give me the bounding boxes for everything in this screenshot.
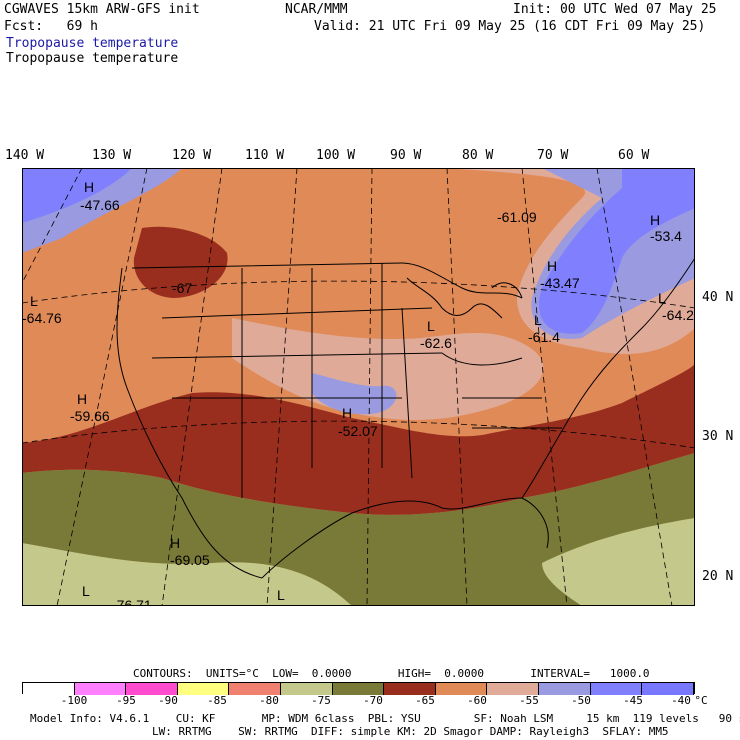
center-letter: H bbox=[342, 405, 352, 421]
center-value: -52.07 bbox=[338, 423, 378, 439]
lon-label: 130 W bbox=[92, 148, 132, 163]
tropopause-temperature-map: H -47.66 L -64.76 -67 H -59.66 H -52.07 … bbox=[22, 168, 695, 606]
lon-label: 100 W bbox=[316, 148, 356, 163]
center-value: -64.2 bbox=[662, 307, 694, 323]
lon-label: 110 W bbox=[245, 148, 285, 163]
shading-minus65 bbox=[133, 226, 228, 298]
lon-label: 60 W bbox=[618, 148, 650, 163]
center-value: -67 bbox=[172, 280, 192, 296]
graticule bbox=[22, 168, 695, 606]
shading-minus50 bbox=[312, 373, 397, 415]
field-name-primary: Tropopause temperature bbox=[6, 36, 179, 51]
center-value: -47.66 bbox=[80, 197, 120, 213]
colorbar-label: -85 bbox=[207, 694, 227, 707]
colorbar-swatch bbox=[23, 683, 75, 695]
shading-minus45 bbox=[22, 168, 132, 223]
colorbar-label: -95 bbox=[116, 694, 136, 707]
center-letter: H bbox=[547, 258, 557, 274]
shading-minus75 bbox=[542, 518, 695, 606]
contours-info: CONTOURS: UNITS=°C LOW= 0.0000 HIGH= 0.0… bbox=[133, 667, 650, 680]
center-letter: H bbox=[84, 179, 94, 195]
colorbar-swatch bbox=[126, 683, 178, 695]
center-value: -64.76 bbox=[22, 310, 62, 326]
center-value: -61.4 bbox=[528, 329, 560, 345]
init-time: Init: 00 UTC Wed 07 May 25 bbox=[513, 2, 717, 17]
colorbar-label: -50 bbox=[571, 694, 591, 707]
model-title: CGWAVES 15km ARW-GFS init bbox=[4, 2, 200, 17]
colorbar-label: -75 bbox=[311, 694, 331, 707]
center-value: -62.6 bbox=[420, 335, 452, 351]
center-letter: H bbox=[650, 212, 660, 228]
forecast-hour: Fcst: 69 h bbox=[4, 19, 98, 34]
lon-label: 90 W bbox=[390, 148, 422, 163]
colorbar-swatch bbox=[332, 683, 385, 695]
colorbar-swatch bbox=[487, 683, 540, 695]
center-value: -69.05 bbox=[170, 552, 210, 568]
colorbar-swatch bbox=[384, 683, 436, 695]
center-letter: L bbox=[658, 290, 666, 306]
center-letter: L bbox=[427, 318, 435, 334]
colorbar-label: -45 bbox=[623, 694, 643, 707]
map-frame bbox=[22, 168, 695, 606]
center-letter: L bbox=[534, 312, 542, 328]
center-value: -76.71 bbox=[112, 597, 152, 606]
lon-label: 70 W bbox=[537, 148, 569, 163]
colorbar-swatch bbox=[590, 683, 643, 695]
colorbar-swatch bbox=[435, 683, 488, 695]
center-letter: H bbox=[77, 391, 87, 407]
center-value: -53.4 bbox=[650, 228, 682, 244]
colorbar-label: -60 bbox=[467, 694, 487, 707]
colorbar bbox=[22, 682, 695, 695]
center-value: -61.09 bbox=[497, 209, 537, 225]
lon-label: 80 W bbox=[462, 148, 494, 163]
model-info-line1: Model Info: V4.6.1 CU: KF MP: WDM 6class… bbox=[30, 712, 740, 725]
colorbar-label: -40 bbox=[671, 694, 691, 707]
colorbar-swatch bbox=[642, 683, 694, 695]
colorbar-label: -65 bbox=[415, 694, 435, 707]
center-letter: H bbox=[170, 535, 180, 551]
colorbar-swatch bbox=[281, 683, 333, 695]
map-canvas: H -47.66 L -64.76 -67 H -59.66 H -52.07 … bbox=[22, 168, 695, 606]
valid-time: Valid: 21 UTC Fri 09 May 25 (16 CDT Fri … bbox=[314, 19, 706, 34]
colorbar-swatch bbox=[539, 683, 591, 695]
lon-label: 140 W bbox=[5, 148, 45, 163]
lat-label: 20 N bbox=[702, 569, 734, 584]
lon-label: 120 W bbox=[172, 148, 212, 163]
colorbar-label: -80 bbox=[259, 694, 279, 707]
org-label: NCAR/MMM bbox=[285, 2, 348, 17]
colorbar-label: -100 bbox=[60, 694, 88, 707]
colorbar-swatch bbox=[74, 683, 127, 695]
shading-minus55 bbox=[232, 318, 544, 420]
lat-label: 30 N bbox=[702, 429, 734, 444]
colorbar-swatch bbox=[229, 683, 282, 695]
field-name-secondary: Tropopause temperature bbox=[6, 51, 179, 66]
center-letter: L bbox=[30, 293, 38, 309]
center-value: -43.47 bbox=[540, 275, 580, 291]
model-info-line2: LW: RRTMG SW: RRTMG DIFF: simple KM: 2D … bbox=[152, 725, 669, 738]
colorbar-unit: °C bbox=[694, 694, 708, 707]
coastlines bbox=[116, 257, 695, 579]
colorbar-swatch bbox=[177, 683, 230, 695]
center-letter: L bbox=[82, 583, 90, 599]
lat-label: 40 N bbox=[702, 290, 734, 305]
center-letter: L bbox=[277, 587, 285, 603]
center-value: -59.66 bbox=[70, 408, 110, 424]
colorbar-label: -70 bbox=[363, 694, 383, 707]
colorbar-label: -55 bbox=[519, 694, 539, 707]
shading-minus75 bbox=[22, 543, 352, 606]
shading-minus45 bbox=[538, 168, 695, 334]
colorbar-label: -90 bbox=[158, 694, 178, 707]
